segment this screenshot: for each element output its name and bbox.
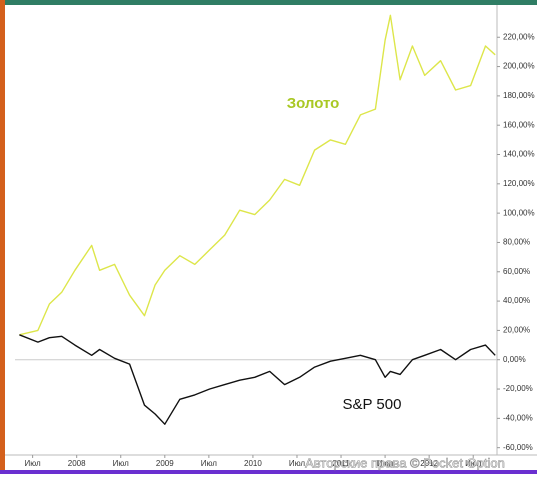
y-tick-label: 140,00% [503, 150, 535, 159]
y-tick-label: 200,00% [503, 62, 535, 71]
top-border [0, 0, 537, 5]
y-tick-label: 100,00% [503, 208, 535, 217]
left-border [0, 0, 5, 474]
x-tick-label: Июл [465, 459, 482, 468]
y-tick-label: -20,00% [503, 384, 533, 393]
x-tick-label: 2012 [420, 459, 438, 468]
series-line [19, 334, 496, 425]
bottom-border [0, 470, 537, 474]
x-tick-label: Июл [289, 459, 306, 468]
y-tick-label: 180,00% [503, 91, 535, 100]
gold-label: Золото [287, 95, 340, 112]
x-tick-label: Июл [201, 459, 218, 468]
x-tick-label: 2008 [68, 459, 86, 468]
y-tick-label: 40,00% [503, 296, 530, 305]
y-tick-label: 120,00% [503, 179, 535, 188]
series-line [19, 14, 496, 336]
x-tick-label: 2011 [332, 459, 350, 468]
y-tick-label: 60,00% [503, 267, 530, 276]
y-tick-label: -60,00% [503, 443, 533, 452]
watermark: Авторские права © Pocket Option [305, 455, 505, 470]
y-tick-label: 0,00% [503, 355, 526, 364]
y-tick-label: 80,00% [503, 238, 530, 247]
x-tick-label: 2010 [244, 459, 262, 468]
y-tick-label: -40,00% [503, 413, 533, 422]
x-tick-label: Июл [377, 459, 394, 468]
y-tick-label: 160,00% [503, 120, 535, 129]
sp500-label: S&P 500 [343, 396, 402, 413]
y-tick-label: 20,00% [503, 326, 530, 335]
y-tick-label: 220,00% [503, 32, 535, 41]
x-tick-label: Июл [113, 459, 130, 468]
x-tick-label: Июл [24, 459, 41, 468]
x-tick-label: 2009 [156, 459, 174, 468]
